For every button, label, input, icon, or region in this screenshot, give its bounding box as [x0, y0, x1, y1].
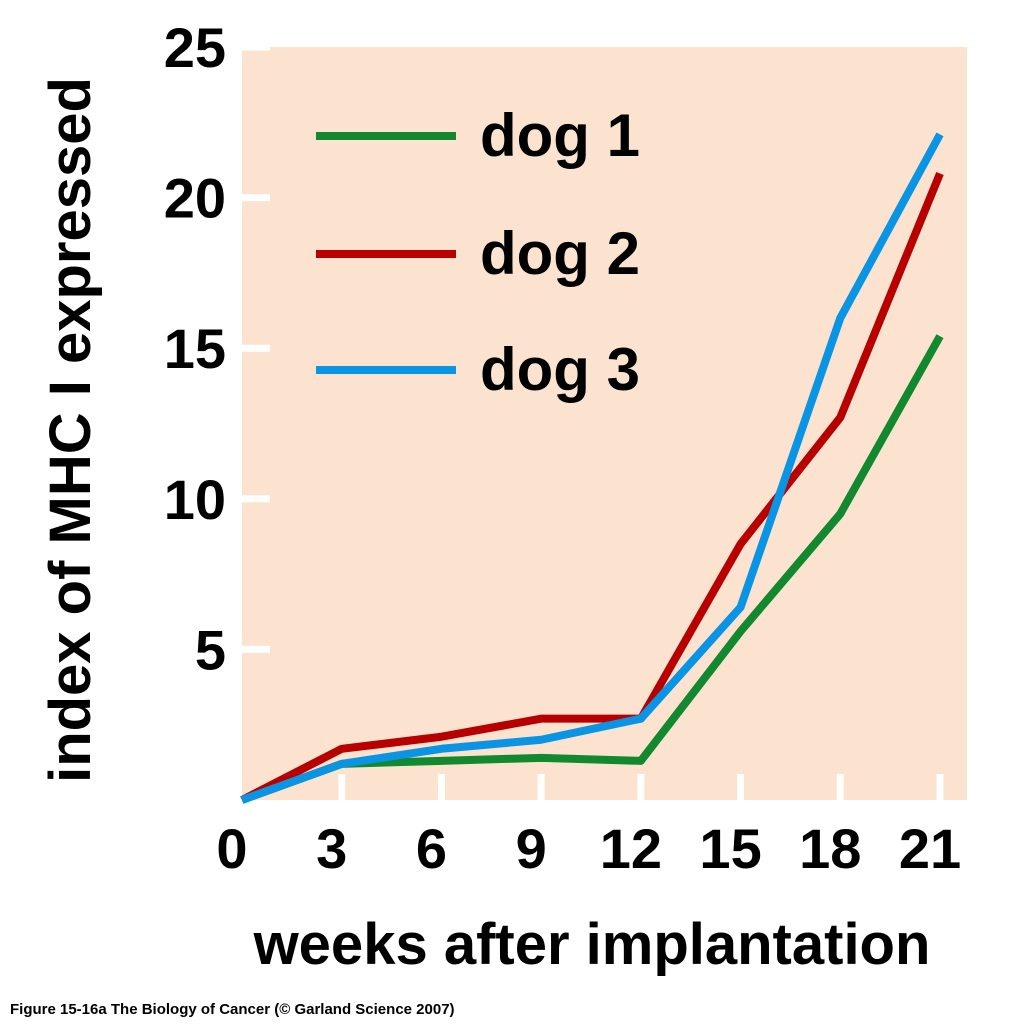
y-tick-label: 5 [195, 618, 226, 681]
series-lines [240, 132, 944, 804]
x-tick-label: 3 [316, 817, 347, 880]
x-tick-label: 18 [799, 817, 861, 880]
series-line-dog-3 [240, 132, 944, 804]
y-tick-label: 15 [164, 317, 226, 380]
x-tick-label: 6 [416, 817, 447, 880]
x-tick-label: 9 [516, 817, 547, 880]
x-tick-label: 0 [216, 817, 247, 880]
y-tick-label: 20 [164, 167, 226, 230]
figure-caption: Figure 15-16a The Biology of Cancer (© G… [10, 1001, 455, 1018]
x-tick-label: 21 [899, 817, 961, 880]
legend-label: dog 2 [480, 220, 640, 287]
plot-background [242, 47, 967, 800]
legend-label: dog 3 [480, 336, 640, 403]
y-tick-label: 10 [164, 468, 226, 531]
x-tick-label: 12 [600, 817, 662, 880]
y-tick-label: 25 [164, 16, 226, 79]
x-tick-label: 15 [699, 817, 761, 880]
y-axis-title: index of MHC I expressed [38, 77, 103, 783]
x-axis-title: weeks after implantation [253, 912, 931, 977]
series-line-dog-2 [240, 171, 944, 804]
y-axis-ticks: 5 10 15 20 25 [164, 16, 270, 681]
legend-label: dog 1 [480, 102, 640, 169]
legend: dog 1 dog 2 dog 3 [316, 102, 640, 403]
x-axis-ticks: 0 3 6 9 12 15 18 21 [216, 774, 961, 880]
